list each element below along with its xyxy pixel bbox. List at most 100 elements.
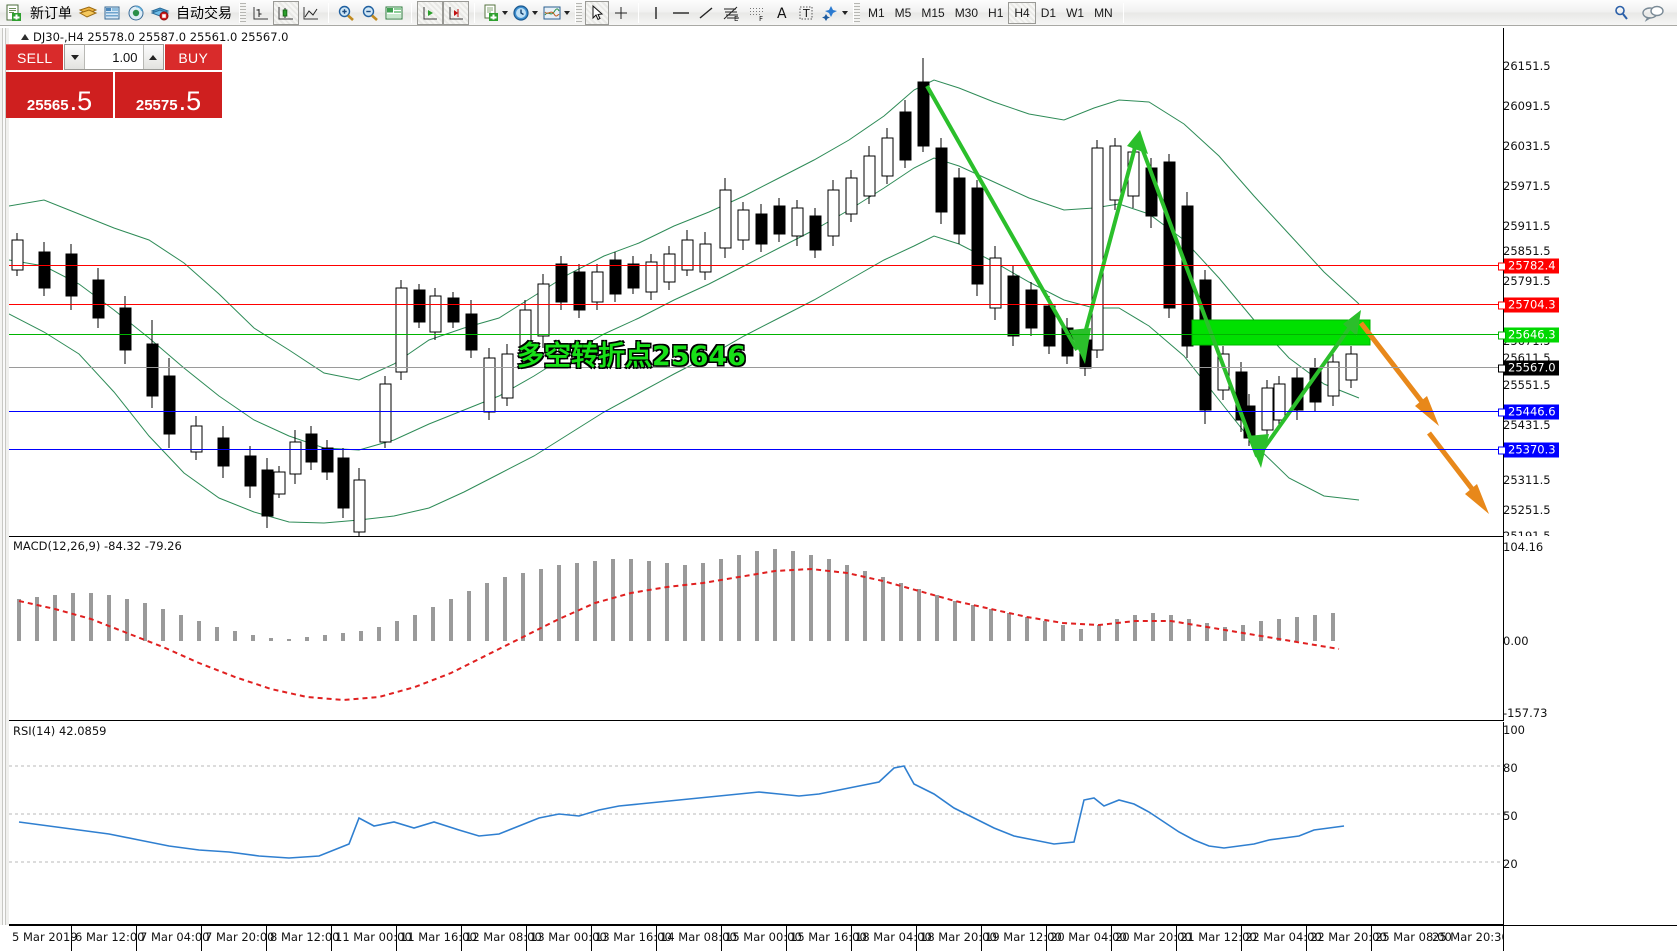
fibonacci-icon[interactable]: E xyxy=(718,1,744,25)
price-tick: 25971.5 xyxy=(1503,179,1551,193)
search-icon[interactable] xyxy=(1613,4,1631,22)
support-line-2[interactable] xyxy=(9,449,1503,450)
zoom-in-icon[interactable] xyxy=(334,1,358,25)
profiles-icon[interactable] xyxy=(76,1,100,25)
candlestick-chart-icon[interactable] xyxy=(273,0,299,25)
chevron-down-icon[interactable] xyxy=(502,10,508,15)
price-level-label-support-1[interactable]: 25446.6 xyxy=(1508,404,1556,419)
bollinger-upper-band xyxy=(9,79,1360,381)
time-separator xyxy=(851,926,852,951)
axis-corner xyxy=(1503,925,1677,951)
crosshair-icon[interactable] xyxy=(609,1,633,25)
time-tick: 5 Mar 2019 xyxy=(12,930,78,944)
bar-chart-icon[interactable] xyxy=(249,1,273,25)
price-level-label-resistance-1[interactable]: 25782.4 xyxy=(1508,258,1556,273)
timeframe-m5[interactable]: M5 xyxy=(894,5,912,20)
chart-annotation-text: 多空转折点25646 xyxy=(517,341,746,372)
vertical-line-icon[interactable] xyxy=(644,1,668,25)
timeframe-m15[interactable]: M15 xyxy=(921,5,945,20)
chevron-down-icon[interactable] xyxy=(532,10,538,15)
trend-arrow-down-2 xyxy=(1137,139,1269,468)
tile-windows-icon[interactable] xyxy=(382,1,406,25)
time-tick: 19 Mar 12:00 xyxy=(985,930,1062,944)
price-level-label-pivot[interactable]: 25646.3 xyxy=(1508,327,1556,342)
time-tick: 15 Mar 16:00 xyxy=(790,930,867,944)
rsi-axis-line xyxy=(1503,722,1504,925)
support-line-1[interactable] xyxy=(9,411,1503,412)
timeframe-d1[interactable]: D1 xyxy=(1040,5,1057,20)
channel-icon[interactable]: F xyxy=(744,1,770,25)
price-level-label-resistance-2[interactable]: 25704.3 xyxy=(1508,297,1556,312)
rsi-pane[interactable]: RSI(14) 42.0859 xyxy=(9,722,1503,925)
time-axis[interactable]: 5 Mar 2019 6 Mar 12:00 7 Mar 04:00 7 Mar… xyxy=(9,925,1509,951)
chevron-down-icon[interactable] xyxy=(842,10,848,15)
price-level-label-support-2[interactable]: 25370.3 xyxy=(1508,442,1556,457)
timeframe-w1[interactable]: W1 xyxy=(1066,5,1085,20)
chat-icon[interactable] xyxy=(1641,4,1665,22)
buy-price-button[interactable]: 25575.5 xyxy=(115,72,222,118)
line-chart-icon[interactable] xyxy=(299,1,323,25)
time-tick: 8 Mar 12:00 xyxy=(270,930,340,944)
volume-increase-button[interactable] xyxy=(142,45,163,69)
volume-stepper[interactable]: 1.00 xyxy=(64,44,164,70)
rsi-scale[interactable]: 100 80 50 20 xyxy=(1503,722,1623,925)
timeframe-h1[interactable]: H1 xyxy=(988,5,1004,20)
supply-zone-box xyxy=(1191,319,1371,346)
horizontal-line-icon[interactable] xyxy=(668,1,694,25)
svg-text:F: F xyxy=(759,15,763,22)
label-icon[interactable]: T xyxy=(794,1,818,25)
svg-text:A: A xyxy=(777,6,787,22)
indicators-icon[interactable] xyxy=(480,1,510,25)
time-separator xyxy=(331,926,332,951)
sell-price-button[interactable]: 25565.5 xyxy=(6,72,113,118)
resistance-line-1[interactable] xyxy=(9,265,1503,266)
buy-price-int: 25575 xyxy=(135,97,178,114)
shapes-icon[interactable] xyxy=(818,1,850,25)
rsi-tick: 100 xyxy=(1503,723,1525,737)
price-tick: 26091.5 xyxy=(1503,99,1551,113)
one-click-trading-panel[interactable]: SELL 1.00 BUY 25565.5 25575.5 xyxy=(6,44,222,119)
time-tick: 18 Mar 04:00 xyxy=(855,930,932,944)
price-scale[interactable]: 26151.5 26091.5 26031.5 25971.5 25911.5 … xyxy=(1498,28,1623,543)
zoom-out-icon[interactable] xyxy=(358,1,382,25)
chart-window[interactable]: DJ30-,H4 25578.0 25587.0 25561.0 25567.0… xyxy=(0,27,1677,951)
macd-scale[interactable]: 104.16 0.00 -157.73 xyxy=(1503,536,1623,721)
collapse-triangle-icon[interactable] xyxy=(21,34,29,40)
window-splitter[interactable] xyxy=(0,28,9,925)
auto-scroll-icon[interactable] xyxy=(417,0,443,25)
navigator-icon[interactable] xyxy=(124,1,148,25)
text-icon[interactable]: A xyxy=(770,1,794,25)
time-tick: 7 Mar 20:00 xyxy=(205,930,275,944)
buy-button[interactable]: BUY xyxy=(164,44,222,70)
volume-value[interactable]: 1.00 xyxy=(112,49,138,65)
time-separator xyxy=(1176,926,1177,951)
macd-signal-line xyxy=(18,567,1340,702)
resistance-line-2[interactable] xyxy=(9,304,1503,305)
timeframe-m30[interactable]: M30 xyxy=(954,5,979,20)
chevron-down-icon xyxy=(70,54,79,60)
market-watch-icon[interactable] xyxy=(100,1,124,25)
terminal-icon[interactable] xyxy=(148,1,172,25)
timeframe-mn[interactable]: MN xyxy=(1094,5,1113,20)
price-pane[interactable]: DJ30-,H4 25578.0 25587.0 25561.0 25567.0… xyxy=(9,28,1503,536)
timeframe-h4[interactable]: H4 xyxy=(1008,1,1036,24)
templates-icon[interactable] xyxy=(540,1,572,25)
time-separator xyxy=(71,926,72,951)
macd-pane[interactable]: MACD(12,26,9) -84.32 -79.26 xyxy=(9,536,1503,721)
cursor-icon[interactable] xyxy=(585,0,609,25)
rsi-tick: 20 xyxy=(1503,857,1518,871)
chevron-up-icon xyxy=(149,54,158,60)
macd-title: MACD(12,26,9) -84.32 -79.26 xyxy=(13,539,182,553)
chart-shift-icon[interactable] xyxy=(443,0,469,25)
sell-button[interactable]: SELL xyxy=(6,44,64,70)
timeframe-m1[interactable]: M1 xyxy=(868,5,885,20)
new-order-button[interactable] xyxy=(2,1,26,25)
toolbar-separator xyxy=(575,2,582,23)
pivot-line[interactable] xyxy=(9,334,1503,335)
period-icon[interactable] xyxy=(510,1,540,25)
volume-decrease-button[interactable] xyxy=(65,45,86,69)
trendline-icon[interactable] xyxy=(694,1,718,25)
time-tick: 20 Mar 04:00 xyxy=(1050,930,1127,944)
toolbar-separator xyxy=(638,2,639,23)
chevron-down-icon[interactable] xyxy=(564,10,570,15)
